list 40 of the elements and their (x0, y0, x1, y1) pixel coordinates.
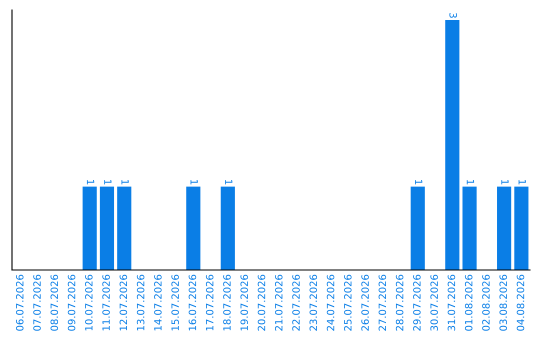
data-label: 1 (518, 180, 526, 184)
data-label: 1 (86, 180, 94, 184)
x-tick-label: 31.07.2026 (448, 274, 456, 331)
x-tick-label: 25.07.2026 (344, 274, 352, 331)
x-tick-label: 29.07.2026 (413, 274, 421, 331)
data-label: 1 (225, 180, 232, 184)
x-tick-label: 06.07.2026 (16, 274, 24, 331)
x-tick-label: 20.07.2026 (258, 274, 266, 331)
x-tick-label: 08.07.2026 (50, 274, 58, 331)
x-tick-label: 01.08.2026 (464, 274, 472, 331)
x-tick-label: 11.07.2026 (102, 274, 110, 330)
x-tick-label: 24.07.2026 (326, 274, 334, 331)
x-tick-label: 23.07.2026 (310, 274, 318, 331)
x-tick-label: 03.08.2026 (499, 274, 507, 331)
x-tick-label: 14.07.2026 (154, 274, 162, 330)
x-tick-label: 28.07.2026 (396, 274, 404, 331)
data-label: 1 (104, 180, 112, 184)
x-tick-label: 07.07.2026 (33, 274, 41, 331)
x-tick-label: 27.07.2026 (378, 274, 386, 331)
data-label: 1 (121, 180, 129, 184)
data-label: 1 (501, 180, 509, 184)
x-tick-label: 30.07.2026 (430, 274, 438, 331)
x-tick-label: 13.07.2026 (136, 274, 144, 330)
x-tick-label: 21.07.2026 (274, 274, 283, 331)
data-label: 1 (466, 180, 474, 184)
x-tick-label: 04.08.2026 (516, 274, 524, 331)
x-tick-label: 22.07.2026 (292, 274, 300, 331)
x-tick-label: 18.07.2026 (223, 274, 231, 330)
x-tick-label: 09.07.2026 (68, 274, 76, 331)
x-tick-label: 26.07.2026 (361, 274, 369, 331)
x-tick-label: 17.07.2026 (206, 274, 214, 330)
x-tick-label: 19.07.2026 (240, 274, 248, 330)
x-tick-label: 16.07.2026 (188, 274, 196, 330)
data-label: 1 (415, 180, 422, 184)
data-label: 3 (449, 13, 457, 18)
x-tick-label: 02.08.2026 (482, 274, 490, 331)
x-tick-label: 10.07.2026 (85, 274, 93, 330)
x-tick-label: 12.07.2026 (120, 274, 128, 330)
x-tick-label: 15.07.2026 (171, 274, 179, 330)
data-label: 1 (190, 180, 198, 184)
